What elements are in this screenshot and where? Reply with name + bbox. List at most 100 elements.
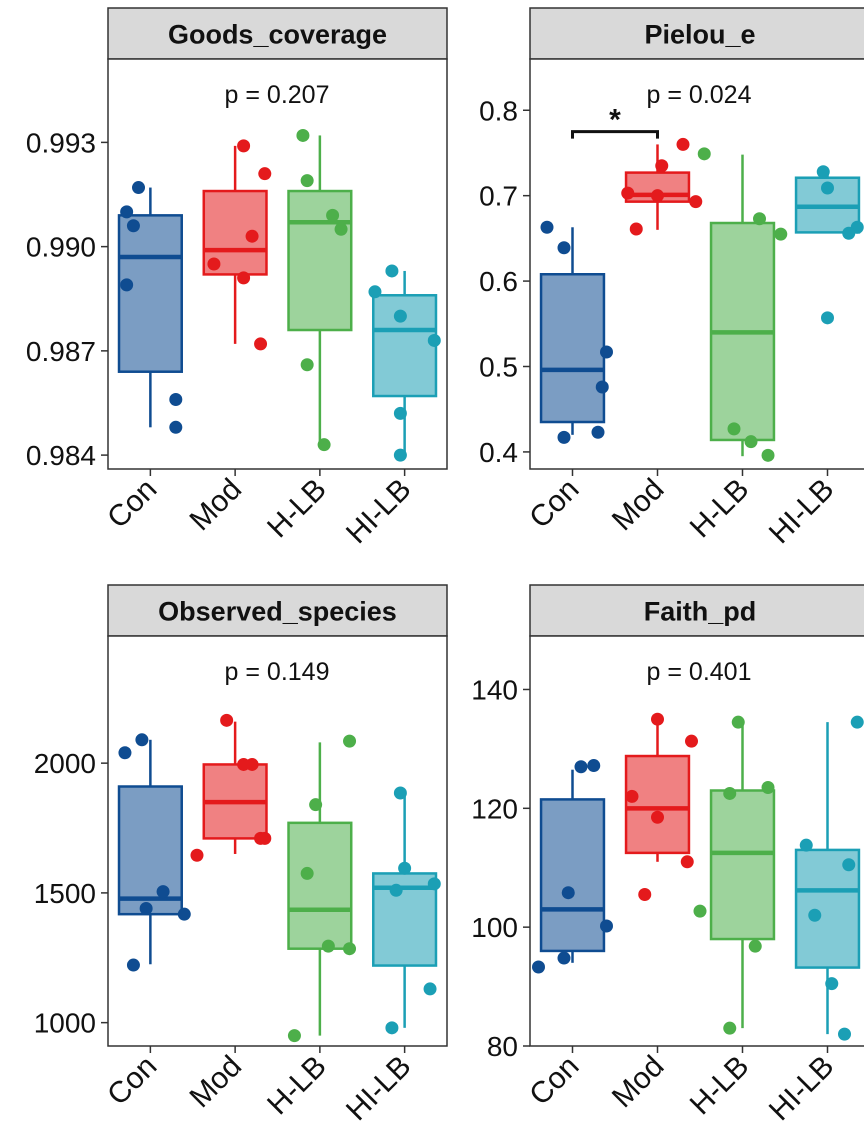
data-point (334, 222, 348, 236)
iqr-box (117, 214, 183, 373)
data-point (685, 734, 698, 748)
x-tick-label: Mod (606, 1050, 671, 1115)
data-point (816, 165, 830, 179)
data-point (842, 226, 856, 240)
data-point (309, 798, 323, 812)
data-point (169, 393, 183, 407)
data-point (621, 186, 635, 200)
x-tick-label: HI-LB (340, 473, 418, 551)
data-point (693, 904, 707, 918)
x-tick-label: H-LB (684, 473, 756, 545)
y-tick-label: 0.6 (479, 266, 518, 297)
data-point (296, 128, 310, 142)
data-point (557, 241, 571, 255)
data-point (595, 380, 609, 394)
data-point (368, 285, 382, 299)
data-point (532, 960, 545, 974)
data-point (723, 1021, 737, 1035)
box-h-lb (709, 722, 776, 1029)
iqr-box (287, 821, 353, 950)
data-point (237, 757, 251, 771)
data-point (744, 435, 758, 449)
data-point (697, 147, 711, 161)
data-point (343, 734, 357, 748)
data-point (427, 877, 441, 891)
data-point (753, 212, 766, 226)
data-point (177, 907, 191, 921)
data-point (629, 222, 643, 236)
x-tick-label: H-LB (261, 1050, 333, 1122)
data-point (561, 886, 575, 900)
y-tick-label: 0.984 (26, 440, 96, 471)
data-point (748, 939, 762, 953)
data-point (207, 257, 221, 271)
p-value-label: p = 0.401 (647, 658, 752, 686)
iqr-box (539, 798, 606, 953)
x-tick-label: H-LB (684, 1050, 756, 1122)
data-point (385, 264, 399, 278)
panel-title: Faith_pd (644, 597, 757, 627)
data-point (135, 733, 149, 747)
data-point (343, 942, 357, 956)
y-tick-label: 80 (487, 1031, 518, 1062)
y-tick-label: 140 (471, 674, 518, 705)
data-point (156, 885, 170, 899)
data-point (638, 887, 652, 901)
panel-strip (529, 7, 864, 60)
data-point (169, 420, 183, 434)
data-point (731, 715, 745, 729)
data-point (723, 786, 737, 800)
data-point (821, 311, 834, 325)
box-hi-lb (372, 792, 438, 1028)
x-tick-label: HI-LB (340, 1050, 418, 1128)
data-point (287, 1029, 301, 1043)
data-point (393, 309, 407, 323)
iqr-box (372, 294, 438, 398)
y-tick-label: 0.993 (26, 127, 96, 158)
significance-bracket (571, 130, 659, 139)
data-point (389, 883, 403, 897)
data-point (393, 406, 407, 420)
x-tick-label: H-LB (261, 473, 333, 545)
iqr-box (624, 754, 691, 855)
x-tick-label: Con (523, 473, 585, 535)
data-point (300, 866, 314, 880)
data-point (237, 271, 251, 285)
data-point (680, 855, 694, 869)
y-tick-label: 0.987 (26, 336, 96, 367)
data-point (557, 430, 571, 444)
data-point (132, 181, 146, 195)
data-point (300, 174, 314, 188)
box-h-lb (287, 135, 353, 445)
data-point (317, 438, 331, 452)
data-point (385, 1021, 399, 1035)
panel-pielou-e: Pielou_e0.40.50.60.70.8p = 0.024*Con Mod H… (479, 7, 864, 550)
data-point (761, 448, 775, 462)
data-point (540, 220, 554, 234)
data-point (423, 982, 437, 996)
box-hi-lb (794, 171, 861, 234)
data-point (120, 278, 134, 292)
data-point (850, 715, 864, 729)
data-point (237, 139, 251, 153)
data-point (587, 759, 601, 773)
data-point (651, 810, 664, 824)
panel-goods-coverage: Goods_coverage 0.984 0.987 0.990 0.993 p = 0.… (26, 7, 448, 551)
y-tick-label: 2000 (34, 748, 96, 779)
panel-title: Goods_coverage (168, 20, 387, 50)
data-point (774, 227, 788, 241)
iqr-box (117, 785, 183, 916)
data-point (727, 422, 741, 436)
data-point (655, 159, 669, 173)
panel-title: Pielou_e (644, 20, 755, 50)
box-h-lb (287, 742, 353, 1036)
data-point (258, 167, 272, 181)
iqr-box (287, 189, 353, 332)
box-mod (624, 719, 691, 862)
data-point (625, 789, 639, 803)
significance-star: * (609, 104, 621, 137)
data-point (398, 861, 412, 875)
data-point (591, 425, 605, 439)
